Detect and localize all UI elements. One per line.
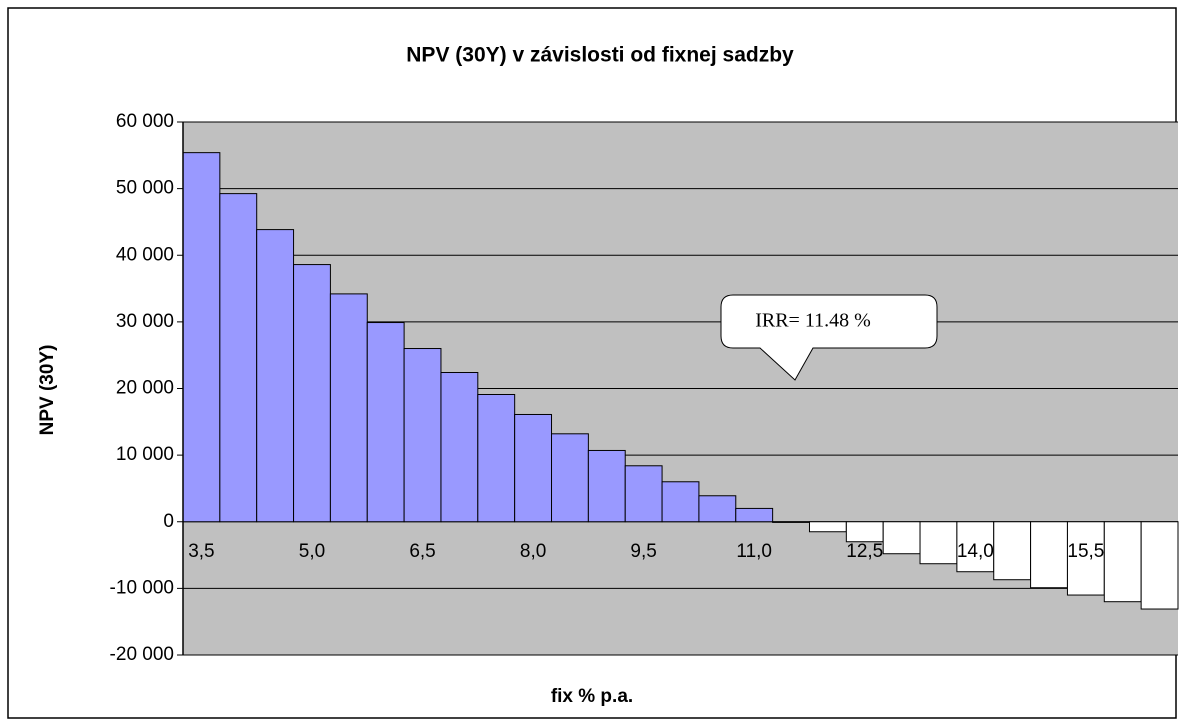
x-axis-label: fix % p.a. [551,686,633,707]
y-tick-label: 30 000 [116,311,174,332]
x-tick-label: 3,5 [188,541,214,562]
x-tick-label: 12,5 [846,541,883,562]
y-tick-label: 40 000 [116,244,174,265]
y-tick-label: -20 000 [110,644,174,665]
bar [477,393,516,523]
bar [551,433,589,523]
x-tick-label: 8,0 [520,541,546,562]
bar [772,521,810,523]
bar [256,229,295,523]
y-tick-label: 20 000 [116,378,174,399]
bar [587,449,626,523]
x-tick-label: 9,5 [630,541,656,562]
bar [514,413,553,523]
callout [720,294,938,381]
bar [403,348,442,523]
x-tick-label: 5,0 [299,541,325,562]
y-tick-label: 50 000 [116,178,174,199]
y-tick-label: 10 000 [116,444,174,465]
x-tick-label: 11,0 [736,541,772,562]
bar [440,372,479,523]
bar [698,495,737,523]
y-tick-label: 0 [163,511,174,532]
bar [882,521,921,555]
bar [919,521,958,565]
annotation: IRR= 11.48 % [755,310,871,332]
bar [293,264,331,523]
bar [366,322,405,523]
bar [219,193,258,523]
bar [661,481,700,523]
y-tick-label: 60 000 [116,111,174,132]
bar [993,521,1032,581]
bar [182,152,221,523]
y-axis-label: NPV (30Y) [37,345,58,436]
x-tick-label: 15,5 [1067,541,1104,562]
bar [735,507,774,523]
bar [1140,521,1179,610]
x-tick-label: 6,5 [409,541,435,562]
bar [624,465,663,523]
bar [808,521,847,533]
bar [845,521,884,543]
bar [1030,521,1068,589]
bar [1103,521,1142,603]
bar [1066,521,1105,596]
y-tick-label: -10 000 [110,577,174,598]
x-tick-label: 14,0 [957,541,994,562]
chart-title: NPV (30Y) v závislosti od fixnej sadzby [406,44,794,67]
bar [329,293,368,523]
